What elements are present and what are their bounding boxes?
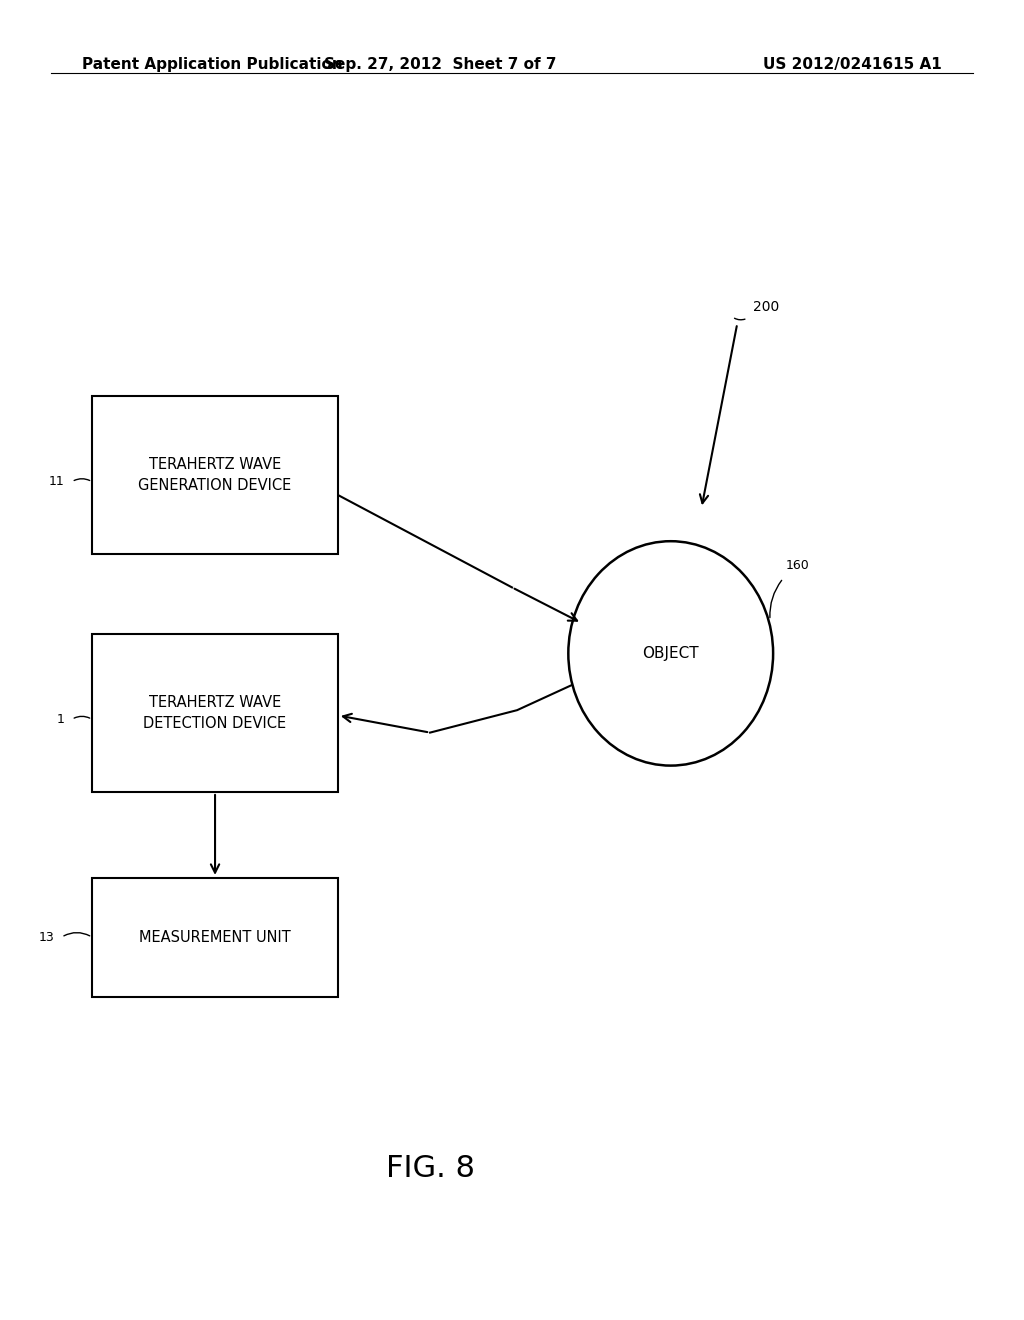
Text: TERAHERTZ WAVE
GENERATION DEVICE: TERAHERTZ WAVE GENERATION DEVICE: [138, 457, 292, 494]
Text: 11: 11: [49, 475, 65, 488]
Text: 200: 200: [753, 300, 779, 314]
FancyBboxPatch shape: [92, 878, 338, 997]
Text: FIG. 8: FIG. 8: [386, 1154, 474, 1183]
Ellipse shape: [568, 541, 773, 766]
Text: 13: 13: [39, 931, 54, 944]
FancyBboxPatch shape: [92, 634, 338, 792]
Text: 1: 1: [56, 713, 65, 726]
FancyBboxPatch shape: [92, 396, 338, 554]
Text: OBJECT: OBJECT: [642, 645, 699, 661]
Text: Sep. 27, 2012  Sheet 7 of 7: Sep. 27, 2012 Sheet 7 of 7: [324, 57, 557, 71]
Text: US 2012/0241615 A1: US 2012/0241615 A1: [763, 57, 942, 71]
Text: TERAHERTZ WAVE
DETECTION DEVICE: TERAHERTZ WAVE DETECTION DEVICE: [143, 694, 287, 731]
Text: Patent Application Publication: Patent Application Publication: [82, 57, 343, 71]
Text: 160: 160: [785, 558, 809, 572]
Text: MEASUREMENT UNIT: MEASUREMENT UNIT: [139, 929, 291, 945]
